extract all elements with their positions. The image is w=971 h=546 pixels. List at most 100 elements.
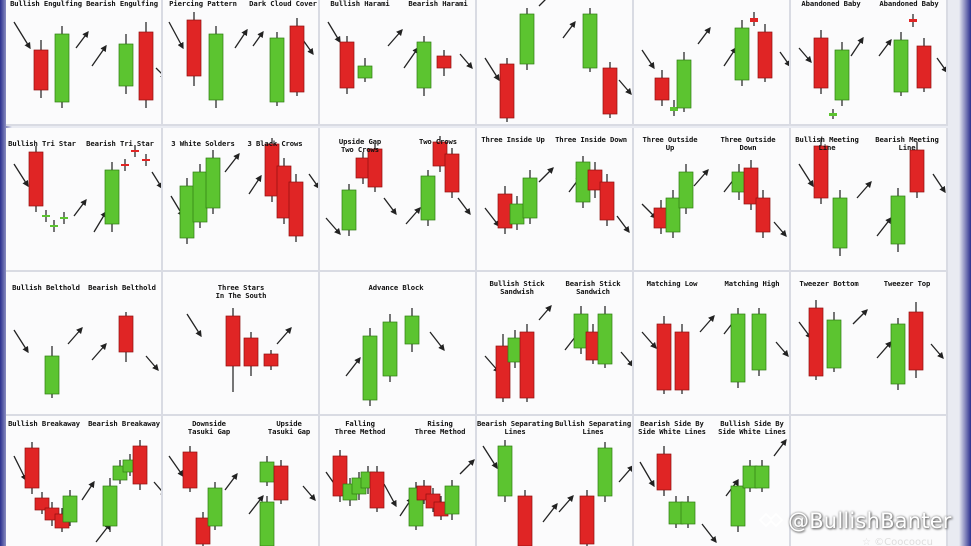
trend-arrow bbox=[151, 171, 161, 190]
trend-arrow bbox=[91, 44, 107, 67]
trend-arrow bbox=[616, 215, 630, 234]
doji-candle bbox=[60, 217, 68, 219]
bearish-candle bbox=[909, 149, 925, 193]
trend-arrow bbox=[852, 309, 868, 325]
bullish-candle bbox=[207, 487, 223, 527]
bullish-candle bbox=[597, 313, 613, 365]
pattern-label: 3 White Solders bbox=[171, 139, 235, 148]
bullish-candle bbox=[416, 41, 432, 89]
trend-arrow bbox=[850, 36, 864, 57]
bearish-candle bbox=[916, 45, 932, 89]
trend-arrow bbox=[538, 305, 552, 321]
trend-arrow bbox=[459, 53, 473, 69]
trend-arrow bbox=[73, 198, 87, 217]
bullish-candle bbox=[730, 313, 746, 383]
bearish-candle bbox=[656, 323, 672, 391]
pattern-label: Bullish Tri Star bbox=[8, 139, 76, 148]
bearish-candle bbox=[517, 495, 533, 546]
bearish-candle bbox=[138, 31, 154, 101]
pattern-label: Three Inside Up bbox=[481, 135, 545, 144]
trend-arrow bbox=[93, 210, 107, 233]
bullish-candle bbox=[341, 189, 357, 231]
pattern-chart bbox=[327, 21, 473, 96]
pattern-cell-r2c4: Matching Low Matching High bbox=[634, 272, 791, 416]
bearish-candle bbox=[495, 345, 511, 399]
bearish-candle bbox=[587, 169, 603, 191]
bullish-candle bbox=[192, 171, 208, 223]
trend-arrow bbox=[779, 51, 789, 68]
bearish-candle bbox=[273, 465, 289, 501]
pattern-chart bbox=[13, 312, 159, 398]
trend-arrow bbox=[67, 327, 83, 345]
pattern-label: Bullish Side By Side White Lines bbox=[718, 419, 786, 436]
pattern-label: Bullish Stick Sandwish bbox=[489, 279, 545, 296]
bullish-candle bbox=[522, 177, 538, 219]
bullish-candle bbox=[259, 501, 275, 546]
pattern-cell-r0c2: Bullish Harami Bearish Harami bbox=[320, 0, 477, 126]
bullish-candle bbox=[357, 65, 373, 79]
trend-arrow bbox=[248, 494, 264, 515]
trend-arrow bbox=[81, 480, 95, 501]
pattern-label: Bearish Breakaway bbox=[88, 419, 160, 428]
pattern-cell-r2c3: Bullish Stick Sandwish Bearish Stick Sand… bbox=[477, 272, 634, 416]
pattern-chart bbox=[484, 0, 632, 122]
pattern-chart bbox=[639, 438, 787, 544]
doji-candle bbox=[909, 19, 917, 22]
bullish-candle bbox=[362, 335, 378, 401]
bullish-candle bbox=[734, 27, 750, 81]
bullish-candle bbox=[179, 185, 195, 239]
bullish-candle bbox=[826, 319, 842, 369]
pattern-cell-r0c1: Piercing Pattern Dark Cloud Cover bbox=[163, 0, 320, 126]
trend-arrow bbox=[876, 341, 892, 359]
pattern-chart bbox=[798, 300, 944, 390]
pattern-label: Bearish Meeting Line bbox=[875, 135, 939, 152]
pattern-label: 3 Black Crows bbox=[247, 139, 303, 148]
bearish-candle bbox=[519, 331, 535, 399]
bearish-candle bbox=[808, 307, 824, 377]
bearish-candle bbox=[436, 55, 452, 69]
doji-candle bbox=[121, 164, 129, 166]
bearish-candle bbox=[289, 25, 305, 93]
pattern-chart bbox=[168, 446, 316, 546]
trend-arrow bbox=[345, 356, 361, 377]
bullish-candle bbox=[754, 465, 770, 489]
pattern-chart bbox=[641, 308, 789, 394]
pattern-label: Three Outside Down bbox=[720, 135, 776, 152]
pattern-cell-r1c1: 3 White Solders 3 Black Crows bbox=[163, 128, 320, 272]
trend-arrow bbox=[168, 455, 184, 478]
bullish-candle bbox=[890, 195, 906, 245]
pattern-chart bbox=[345, 308, 445, 406]
trend-arrow bbox=[699, 315, 715, 333]
trend-arrow bbox=[224, 472, 238, 491]
trend-arrow bbox=[641, 331, 657, 349]
pattern-cell-r3c2: Falling Three Method Rising Three Method bbox=[320, 416, 477, 546]
doji-candle bbox=[42, 215, 50, 217]
pattern-cell-r2c1: Three Stars In The South bbox=[163, 272, 320, 416]
bearish-candle bbox=[243, 337, 259, 367]
bullish-candle bbox=[678, 171, 694, 209]
pattern-label: Abandoned Baby bbox=[801, 0, 861, 8]
pattern-label: Upside Tasuki Gap bbox=[267, 419, 311, 436]
trend-arrow bbox=[773, 438, 787, 457]
bullish-candle bbox=[118, 43, 134, 87]
pattern-cell-r3c0: Bullish Breakaway Bearish Breakaway bbox=[6, 416, 163, 546]
trend-arrow bbox=[327, 21, 341, 44]
bullish-candle bbox=[54, 33, 70, 103]
trend-arrow bbox=[639, 461, 655, 488]
trend-arrow bbox=[186, 313, 202, 338]
trend-arrow bbox=[878, 38, 892, 57]
pattern-chart bbox=[482, 440, 632, 546]
pattern-cell-r1c5: Bullish Meeting Line Bearish Meeting Line bbox=[791, 128, 948, 272]
pattern-label: Upside Gap Two Crows bbox=[338, 137, 382, 154]
trend-arrow bbox=[542, 502, 558, 523]
trend-arrow bbox=[856, 181, 872, 199]
trend-arrow bbox=[308, 173, 318, 190]
trend-arrow bbox=[932, 173, 946, 194]
pattern-chart bbox=[484, 305, 632, 402]
pattern-label: Three Stars In The South bbox=[215, 283, 267, 300]
pattern-chart bbox=[13, 21, 161, 108]
trend-arrow bbox=[224, 152, 240, 173]
bullish-candle bbox=[62, 495, 78, 523]
pattern-cell-r1c2: Upside Gap Two Crows Two Crows bbox=[320, 128, 477, 272]
bullish-candle bbox=[519, 13, 535, 65]
